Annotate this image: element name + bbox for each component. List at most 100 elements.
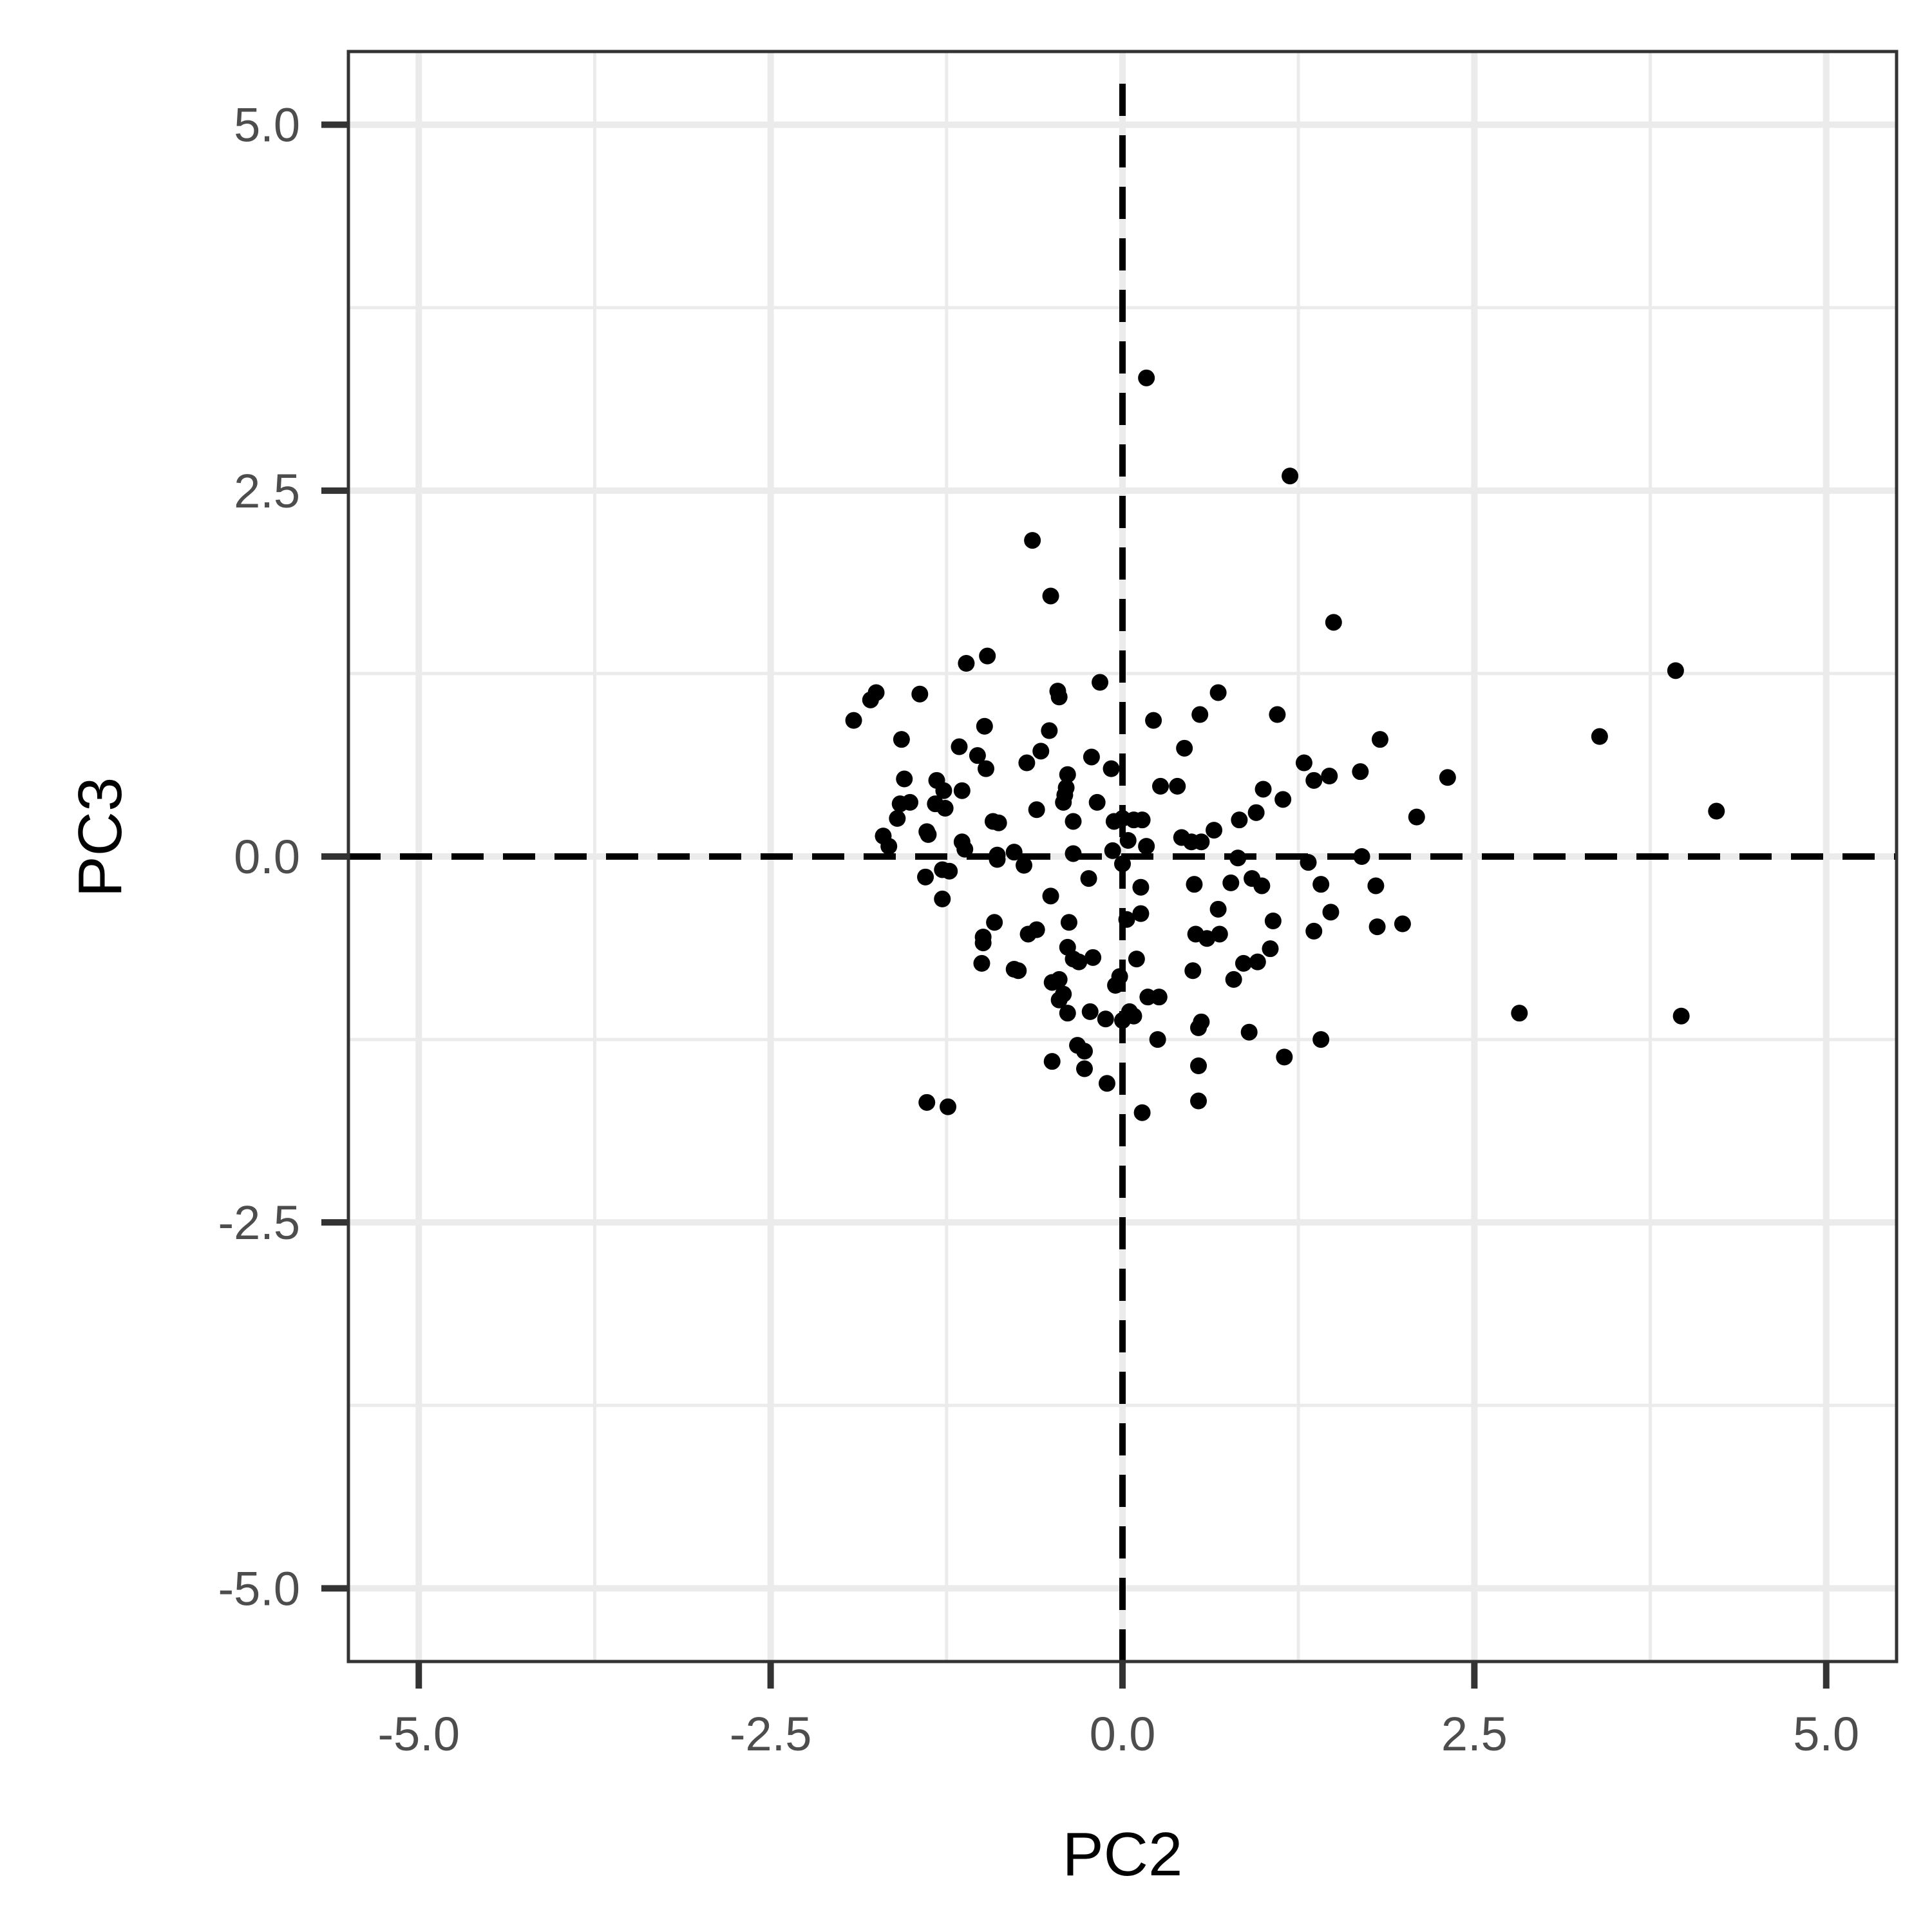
data-point [1050, 688, 1068, 706]
data-point [1231, 811, 1248, 829]
data-point [1511, 1005, 1528, 1022]
data-point [891, 795, 909, 813]
y-axis: -5.0 -2.5 0.0 2.5 5.0 [218, 99, 348, 1615]
data-point [896, 770, 913, 788]
data-point [1367, 877, 1385, 895]
data-point [990, 814, 1007, 831]
data-point [889, 810, 906, 827]
x-tick-label: -5.0 [378, 1707, 460, 1761]
data-point [1211, 925, 1228, 943]
data-point [1190, 1092, 1208, 1110]
data-point [935, 782, 952, 799]
data-point [1042, 887, 1059, 905]
data-point [1394, 915, 1411, 933]
data-point [1080, 870, 1097, 887]
data-point [1186, 876, 1203, 893]
data-point [1138, 838, 1155, 855]
data-point [1075, 1060, 1093, 1077]
data-point [1050, 991, 1068, 1009]
data-point [1084, 949, 1102, 966]
data-point [1010, 962, 1027, 980]
data-point [1708, 802, 1725, 820]
data-point [1005, 844, 1023, 861]
data-point [1190, 1019, 1208, 1036]
data-point [1042, 587, 1059, 605]
data-point [1016, 857, 1033, 874]
data-point [920, 826, 937, 843]
data-point [1191, 706, 1209, 723]
data-point [1019, 925, 1037, 943]
data-point [934, 861, 951, 878]
data-points [845, 369, 1725, 1121]
y-tick-label: 5.0 [234, 99, 300, 152]
data-point [1247, 804, 1265, 821]
data-point [976, 717, 993, 735]
data-point [1184, 962, 1202, 980]
data-point [1083, 748, 1100, 766]
data-point [1305, 772, 1323, 789]
data-point [917, 868, 934, 886]
data-point [953, 782, 971, 799]
data-point [1240, 1023, 1258, 1041]
data-point [1132, 905, 1150, 922]
data-point [1043, 1053, 1061, 1070]
data-point [1133, 811, 1151, 829]
data-point [1262, 940, 1279, 958]
data-point [1312, 1031, 1330, 1048]
data-point [1229, 849, 1247, 867]
y-tick-label: 0.0 [234, 830, 300, 884]
data-point [918, 1094, 936, 1111]
data-point [1024, 532, 1041, 549]
data-point [1249, 953, 1266, 971]
data-point [845, 712, 862, 729]
data-point [1103, 760, 1120, 777]
data-point [956, 840, 974, 858]
data-point [1119, 832, 1137, 849]
data-point [1125, 1007, 1142, 1025]
data-point [986, 914, 1003, 931]
data-point [940, 1098, 957, 1115]
data-point [1209, 684, 1227, 701]
data-point [862, 691, 879, 708]
data-point [1222, 874, 1240, 891]
data-point [1439, 769, 1456, 786]
data-point [1264, 913, 1282, 929]
data-point [1193, 833, 1210, 851]
data-point [1028, 801, 1045, 819]
data-point [1368, 918, 1386, 936]
data-point [1059, 1005, 1076, 1022]
data-point [1209, 900, 1227, 918]
data-point [1145, 712, 1162, 729]
data-point [1060, 914, 1077, 931]
x-tick-label: 2.5 [1441, 1707, 1508, 1761]
data-point [1255, 781, 1272, 798]
data-point [1088, 793, 1106, 811]
data-point [1065, 813, 1082, 830]
data-point [1322, 904, 1340, 921]
data-point [958, 655, 975, 672]
data-point [1043, 974, 1061, 991]
data-point [880, 838, 898, 855]
data-point [1672, 1007, 1690, 1025]
data-point [1206, 822, 1223, 839]
data-point [969, 747, 986, 764]
data-point [1591, 728, 1608, 745]
y-tick-label: -5.0 [218, 1562, 300, 1615]
data-point [1274, 791, 1292, 808]
data-point [1353, 848, 1370, 865]
y-tick-label: 2.5 [234, 464, 300, 518]
data-point [1059, 766, 1076, 783]
data-point [973, 954, 990, 972]
data-point [951, 738, 968, 755]
x-axis-title: PC2 [1063, 1820, 1183, 1889]
data-point [978, 760, 995, 777]
data-point [1300, 854, 1317, 871]
data-point [1295, 754, 1312, 772]
data-point [1408, 808, 1425, 826]
data-point [979, 647, 996, 665]
data-point [1312, 876, 1330, 893]
data-point [893, 731, 910, 748]
data-point [1198, 930, 1216, 947]
